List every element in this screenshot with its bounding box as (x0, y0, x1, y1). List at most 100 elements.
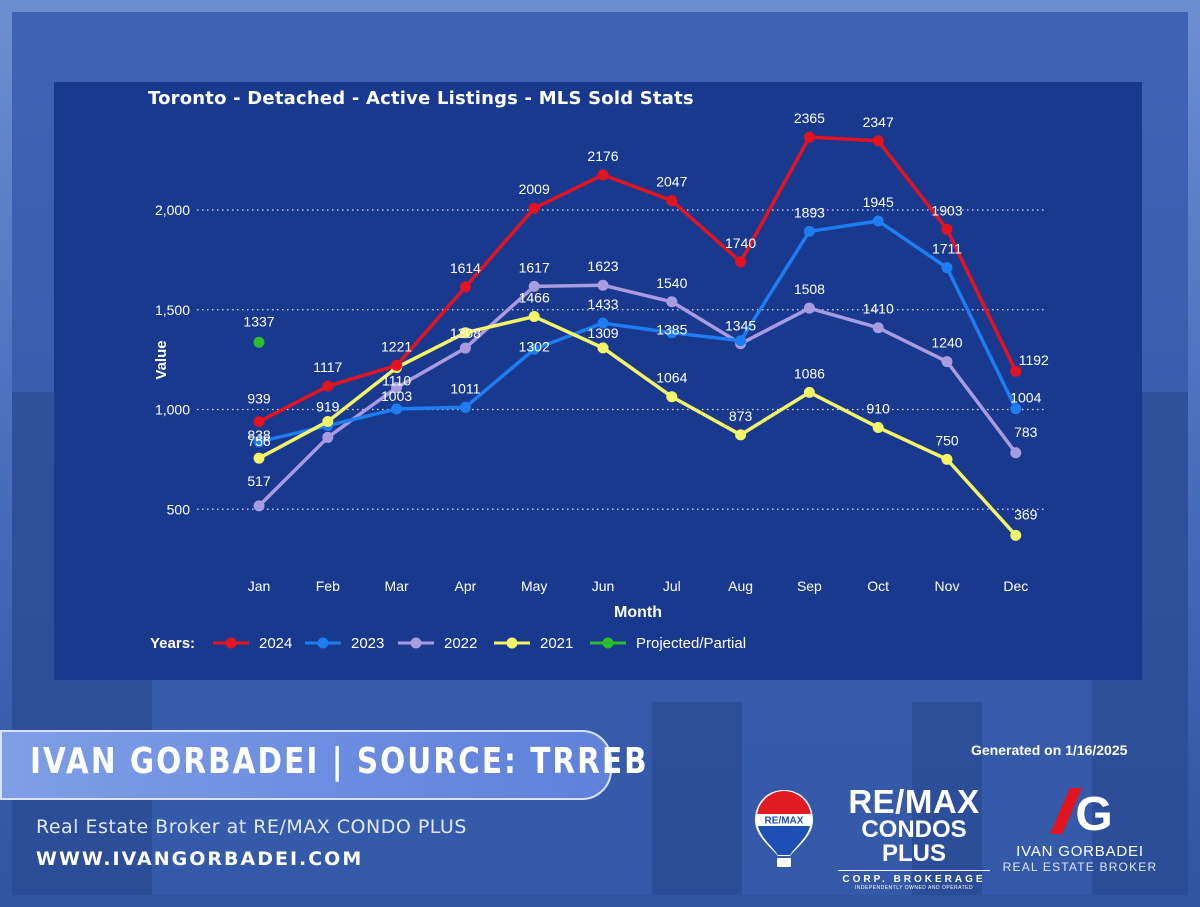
data-label: 2009 (519, 181, 550, 197)
building-shape (912, 702, 982, 895)
data-label: 939 (247, 391, 271, 407)
data-point-2023 (666, 327, 678, 339)
x-tick-label: Feb (316, 578, 340, 594)
data-point-2024 (459, 281, 471, 293)
data-point-2022 (666, 296, 678, 308)
data-point-2023 (803, 225, 815, 237)
ig-logo-name: IVAN GORBADEI (1016, 843, 1144, 860)
data-label: 2176 (587, 148, 618, 164)
legend-entry-label: 2022 (444, 635, 477, 652)
ivan-gorbadei-logo: G IVAN GORBADEI REAL ESTATE BROKER (1000, 786, 1160, 874)
data-label: 1064 (656, 370, 687, 386)
legend-title: Years: (150, 635, 195, 652)
data-label: 1004 (1010, 390, 1041, 406)
x-tick-label: Jul (663, 578, 681, 594)
data-label: 1903 (931, 202, 962, 218)
remax-logo-line1: RE/MAX (848, 783, 980, 820)
data-label: 919 (316, 399, 340, 415)
data-label: 1740 (725, 235, 756, 251)
data-label: 1192 (1019, 352, 1049, 368)
data-point-2022 (322, 431, 334, 443)
data-point-2024 (735, 256, 747, 268)
x-tick-label: Mar (385, 578, 409, 594)
building-shape (652, 702, 742, 895)
banner-text: IVAN GORBADEI | SOURCE: TRREB (30, 741, 649, 782)
y-tick-label: 2,000 (155, 202, 190, 218)
data-label: 1508 (794, 281, 825, 297)
data-point-2024 (872, 135, 884, 147)
remax-logo-line3: CORP. BROKERAGE (838, 870, 990, 885)
data-point-2023 (253, 436, 265, 448)
data-label: 1086 (794, 365, 825, 381)
data-label: 1117 (313, 359, 342, 375)
data-label: 1945 (863, 194, 894, 210)
data-point-2021 (459, 327, 471, 339)
legend-entry-label: Projected/Partial (636, 635, 746, 652)
data-label: 910 (867, 400, 891, 416)
data-label: 1385 (656, 322, 687, 338)
x-tick-label: Aug (728, 578, 753, 594)
data-point-2024 (941, 223, 953, 235)
remax-logo-line4: INDEPENDENTLY OWNED AND OPERATED (854, 885, 974, 891)
legend-swatch-marker (602, 637, 614, 649)
data-label: 1240 (931, 335, 962, 351)
legend-swatch-marker (506, 637, 518, 649)
name-source-banner: IVAN GORBADEI | SOURCE: TRREB (0, 730, 647, 800)
data-point-2021 (597, 342, 609, 354)
data-label: 1711 (932, 241, 962, 257)
data-point-2021 (803, 386, 815, 398)
data-point-2021 (872, 421, 884, 433)
data-point-2024 (666, 195, 678, 207)
x-tick-label: May (521, 578, 547, 594)
data-label: 1410 (863, 301, 894, 317)
data-point-2023 (459, 401, 471, 413)
data-label: 1345 (725, 318, 756, 334)
data-label: 1893 (794, 204, 825, 220)
data-label: 1623 (587, 258, 618, 274)
website-link[interactable]: WWW.IVANGORBADEI.COM (36, 848, 364, 870)
data-point-2023 (1010, 403, 1022, 415)
y-axis-label: Value (153, 340, 170, 379)
x-tick-label: Jun (592, 578, 615, 594)
data-label: 2047 (656, 174, 687, 190)
ig-monogram-icon: G (1050, 788, 1113, 841)
data-point-2023 (872, 215, 884, 227)
y-tick-label: 1,500 (155, 302, 190, 318)
series-line-2022 (257, 283, 1018, 508)
legend-swatch-marker (410, 637, 422, 649)
data-label: 2347 (863, 114, 894, 130)
data-point-2023 (391, 403, 403, 415)
data-label: 1614 (450, 260, 481, 276)
data-label: 756 (247, 433, 271, 449)
data-label: 2365 (794, 110, 825, 126)
data-label: 1466 (519, 290, 550, 306)
data-point-2024 (1010, 365, 1022, 377)
generated-date: Generated on 1/16/2025 (971, 742, 1128, 758)
data-point-2022 (528, 280, 540, 292)
data-point-2022 (803, 302, 815, 314)
data-label: 1011 (450, 380, 480, 396)
data-point-2021 (528, 311, 540, 323)
data-label: 1617 (519, 259, 550, 275)
data-point-2021 (735, 429, 747, 441)
legend-entry-label: 2021 (540, 635, 573, 652)
data-point-2024 (803, 131, 815, 143)
data-point-2023 (528, 343, 540, 355)
data-point-2024 (597, 169, 609, 181)
x-axis-label: Month (614, 604, 662, 621)
y-tick-label: 1,000 (155, 402, 190, 418)
data-label: 369 (1014, 506, 1038, 522)
data-point-2023 (735, 335, 747, 347)
data-point-2024 (391, 359, 403, 371)
x-tick-label: Dec (1003, 578, 1028, 594)
data-point-2024 (253, 416, 265, 428)
data-label: 517 (247, 473, 271, 489)
data-label: 1302 (519, 338, 550, 354)
ig-monogram: G (1075, 788, 1112, 836)
remax-logo-line2: CONDOS PLUS (861, 816, 967, 867)
data-point-2024 (322, 380, 334, 392)
data-label: 1540 (656, 275, 687, 291)
data-point-2021 (322, 415, 334, 427)
x-tick-label: Oct (867, 578, 889, 594)
balloon-text: RE/MAX (765, 816, 804, 827)
